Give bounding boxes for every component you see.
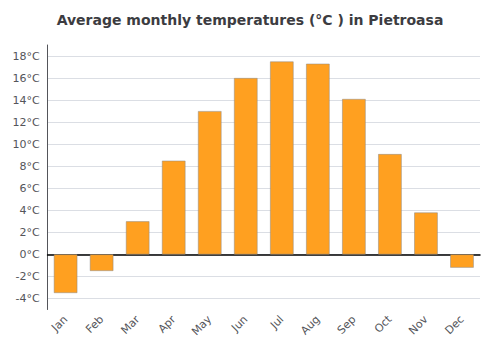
svg-text:16°C: 16°C [12,72,39,85]
svg-text:14°C: 14°C [12,94,39,107]
svg-text:0°C: 0°C [19,248,39,261]
svg-text:Jun: Jun [228,313,250,335]
svg-text:Mar: Mar [118,313,142,337]
svg-text:Apr: Apr [156,313,179,336]
svg-text:-4°C: -4°C [15,292,39,305]
svg-text:Jul: Jul [267,313,286,332]
svg-text:Feb: Feb [83,313,106,336]
svg-text:Dec: Dec [442,313,466,337]
svg-text:-2°C: -2°C [15,270,39,283]
svg-text:4°C: 4°C [19,204,39,217]
svg-text:May: May [189,313,215,339]
svg-text:Jan: Jan [48,313,70,335]
svg-text:Nov: Nov [406,313,431,338]
svg-text:Aug: Aug [298,313,322,337]
svg-text:Sep: Sep [335,313,359,337]
svg-text:12°C: 12°C [12,116,39,129]
svg-text:Oct: Oct [372,312,395,335]
svg-text:6°C: 6°C [19,182,39,195]
svg-text:2°C: 2°C [19,226,39,239]
svg-text:8°C: 8°C [19,160,39,173]
svg-text:18°C: 18°C [12,50,39,63]
svg-text:10°C: 10°C [12,138,39,151]
svg-text:Average monthly temperatures (: Average monthly temperatures (°C ) in Pi… [57,12,444,28]
